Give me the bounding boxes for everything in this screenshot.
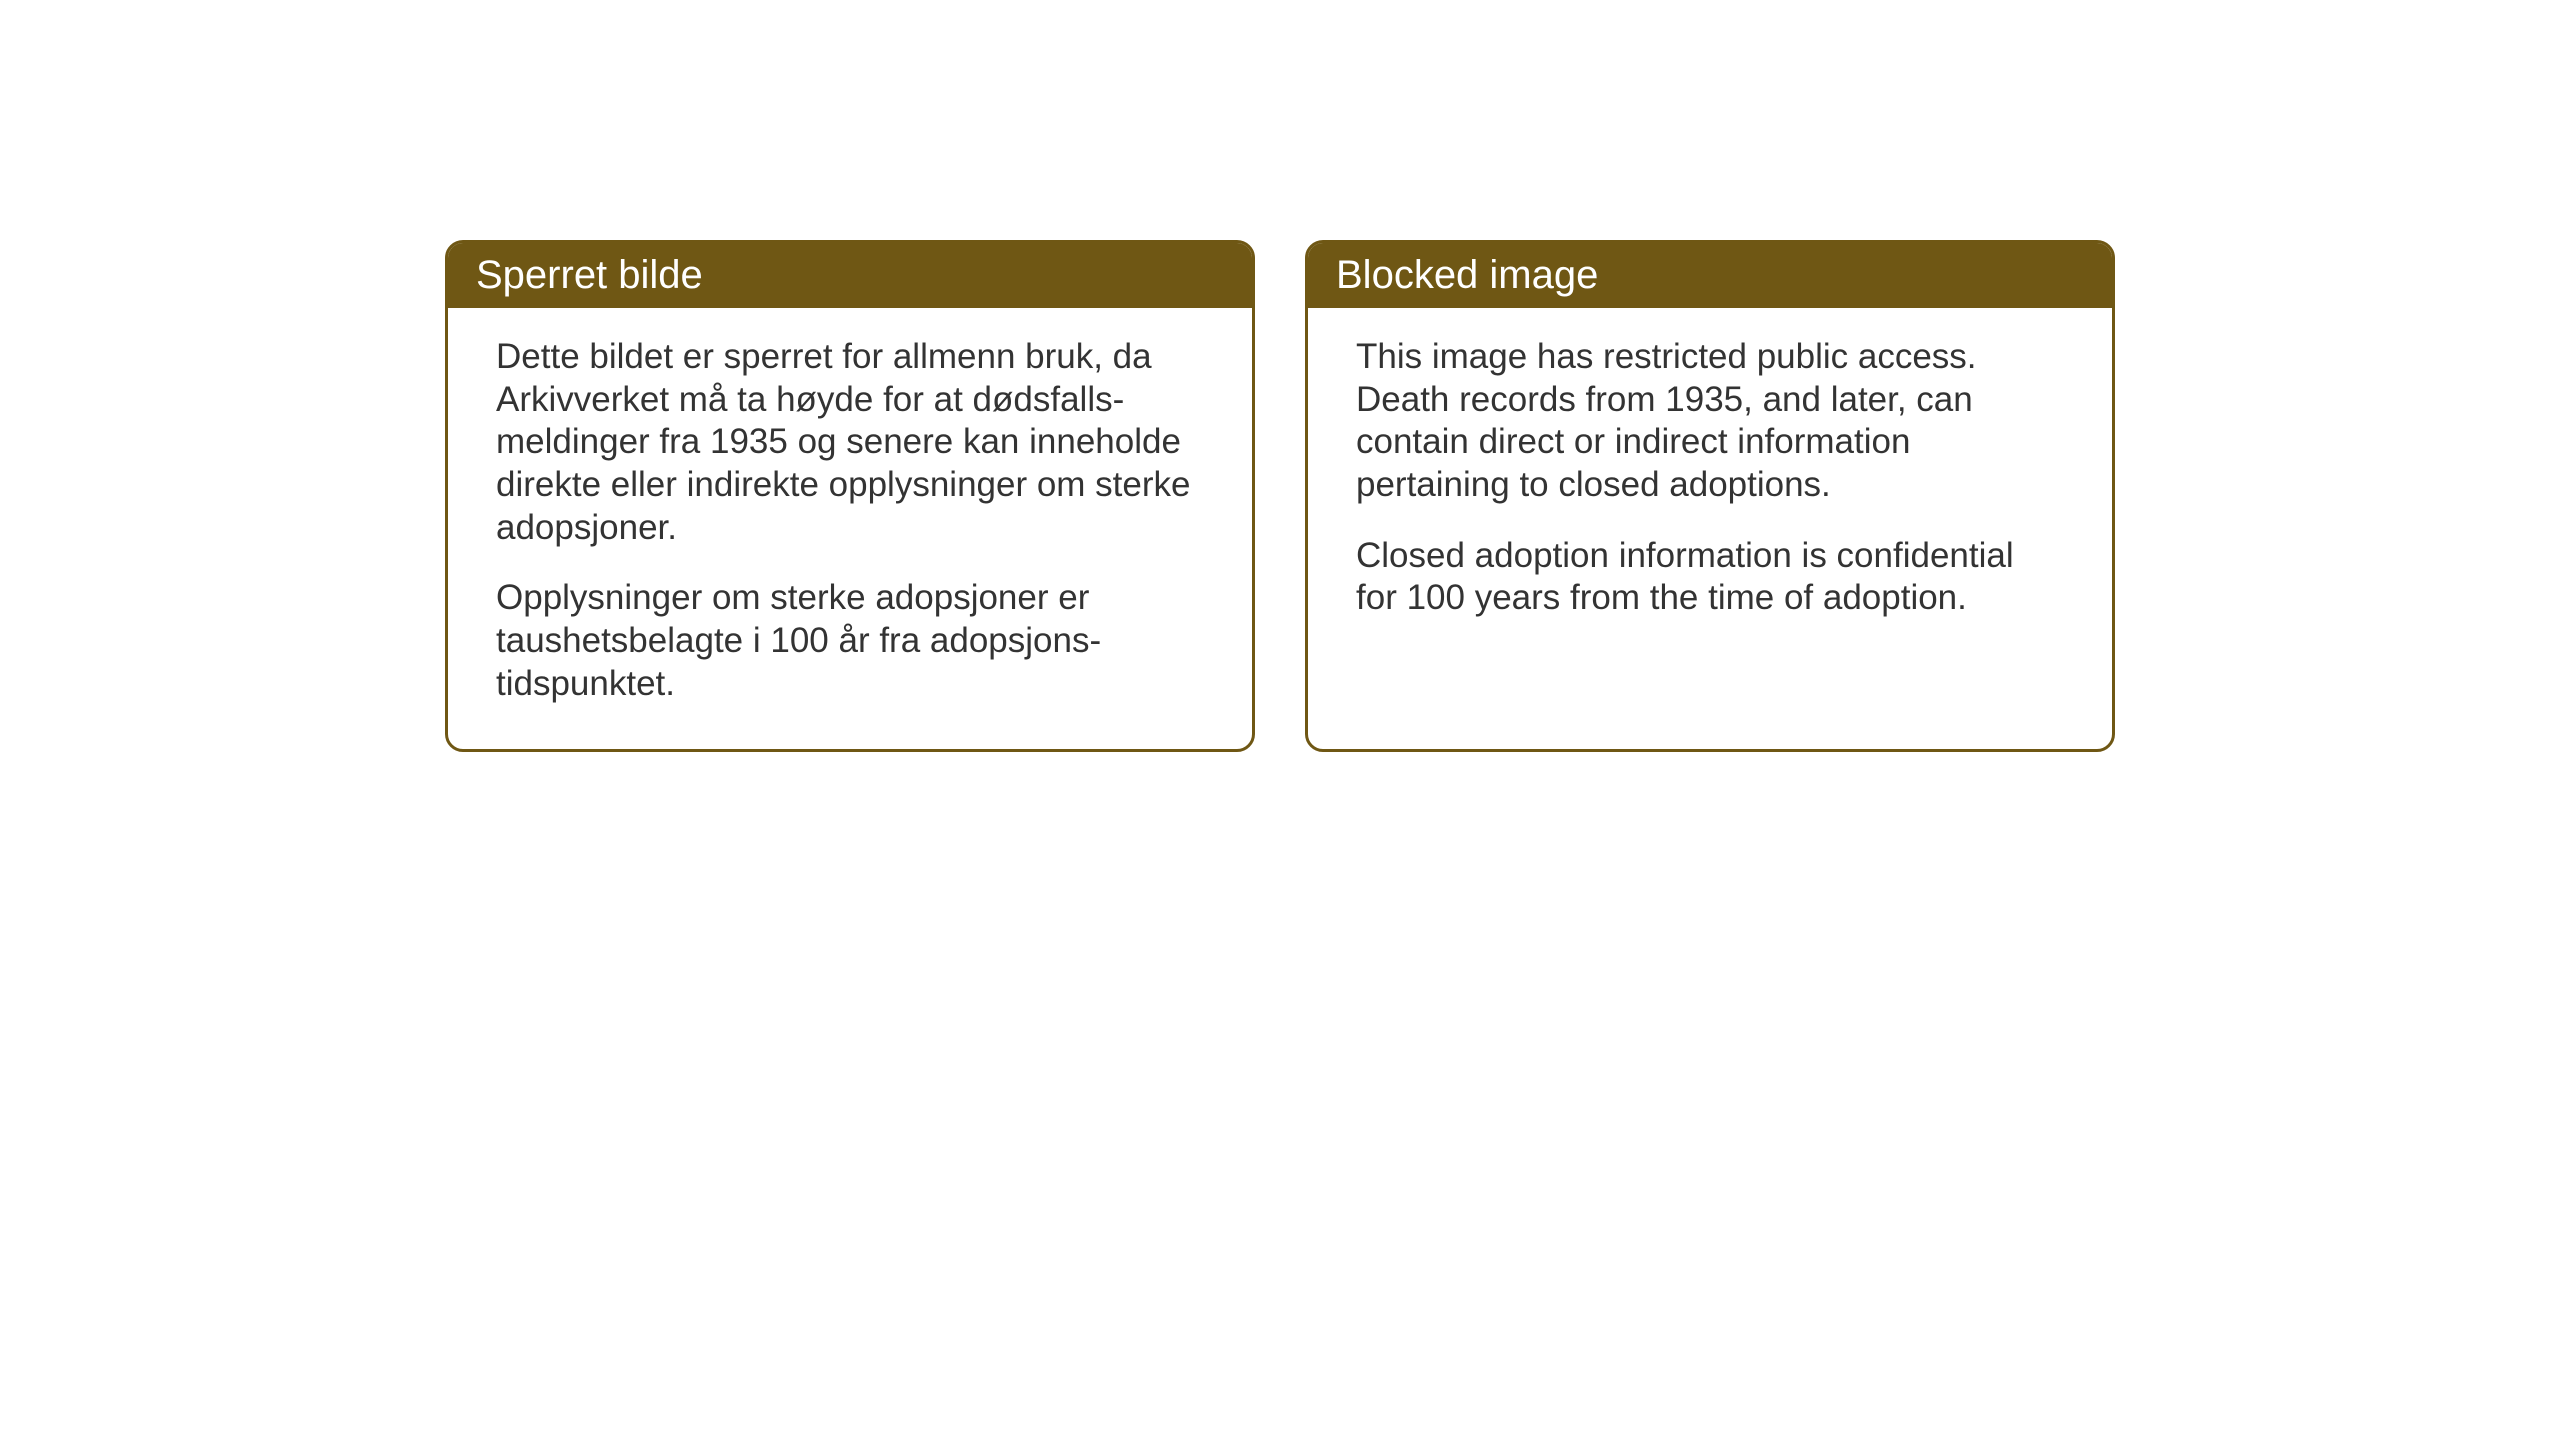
card-norwegian-paragraph-2: Opplysninger om sterke adopsjoner er tau…	[496, 577, 1204, 705]
card-norwegian-body: Dette bildet er sperret for allmenn bruk…	[448, 308, 1252, 746]
card-english-paragraph-2: Closed adoption information is confident…	[1356, 535, 2064, 620]
card-english: Blocked image This image has restricted …	[1305, 240, 2115, 752]
card-norwegian-header: Sperret bilde	[448, 243, 1252, 308]
card-norwegian-title: Sperret bilde	[476, 253, 703, 297]
cards-container: Sperret bilde Dette bildet er sperret fo…	[445, 240, 2115, 752]
card-english-paragraph-1: This image has restricted public access.…	[1356, 336, 2064, 507]
card-norwegian: Sperret bilde Dette bildet er sperret fo…	[445, 240, 1255, 752]
card-english-header: Blocked image	[1308, 243, 2112, 308]
card-english-title: Blocked image	[1336, 253, 1598, 297]
card-norwegian-paragraph-1: Dette bildet er sperret for allmenn bruk…	[496, 336, 1204, 549]
card-english-body: This image has restricted public access.…	[1308, 308, 2112, 660]
